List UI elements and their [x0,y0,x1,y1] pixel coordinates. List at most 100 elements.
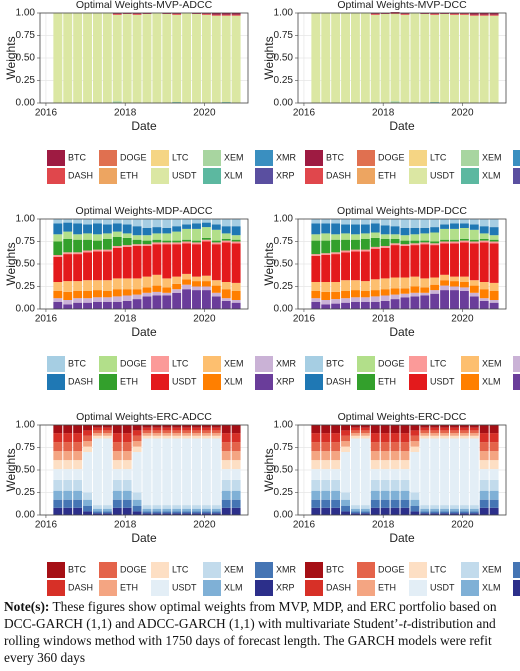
bar-segment [410,276,420,287]
bar-segment [53,507,63,515]
bar-segment [231,479,241,491]
bar-segment [479,479,489,491]
bar-segment [192,511,201,514]
bar-segment [469,15,479,104]
bar-segment [83,499,92,506]
bar-segment [142,513,152,515]
legend-label: XRP [276,170,295,180]
y-tick-label: 0.25 [16,487,36,498]
bar-segment [201,13,211,14]
legend-swatch [461,150,479,166]
bar-segment [152,13,162,103]
y-tick-label: 1.00 [16,8,36,19]
bar-segment [211,296,221,309]
bar-segment [450,13,459,15]
bar-segment [311,301,321,309]
legend-swatch [99,356,117,372]
bar-segment [440,228,450,240]
bar-segment [73,281,83,291]
bar-segment [83,13,92,103]
bar-segment [489,302,499,309]
bar-segment [380,246,390,248]
bar-segment [410,243,420,246]
bar-segment [73,298,83,303]
bar-segment [142,425,152,428]
bar-segment [211,280,221,286]
bar-segment [172,276,182,284]
bar-segment [489,219,499,228]
x-tick-label: 2018 [114,108,137,119]
y-axis-label: Weights [4,242,18,285]
bar-segment [152,233,162,240]
bar-segment [162,513,172,515]
legend-swatch [409,580,427,596]
bar-segment [440,425,450,428]
bar-segment [182,435,192,439]
bar-segment [390,507,400,515]
x-tick-label: 2016 [35,520,58,531]
bar-segment [390,425,400,434]
bar-segment [53,234,63,242]
legend-label: DASH [326,376,351,386]
bar-segment [162,287,172,293]
legend-label: DASH [68,376,93,386]
bar-segment [152,508,162,512]
bar-segment [231,433,241,443]
y-tick-label: 0.75 [274,442,294,453]
y-tick-label: 0.75 [16,30,36,41]
bar-segment [172,242,182,245]
bar-segment [152,513,162,515]
bar-segment [390,245,400,278]
bar-segment [142,287,152,293]
bar-segment [172,427,182,431]
legend-label: BTC [326,564,345,574]
bar-segment [390,442,400,452]
bar-segment [92,240,102,250]
bar-segment [53,298,63,302]
bar-segment [231,243,241,283]
legend-label: USDT [430,376,455,386]
bar-segment [122,425,132,434]
bar-segment [370,507,380,515]
plot-border [297,218,507,310]
bar-segment [400,507,410,515]
bar-segment [430,290,440,294]
bar-segment [430,13,440,14]
bar-segment [440,508,450,512]
bar-segment [132,511,142,515]
bar-segment [231,15,241,104]
bar-segment [102,433,112,436]
bar-segment [221,433,231,443]
y-tick-label: 0.25 [274,75,294,86]
y-tick-label: 0.25 [16,281,36,292]
bar-segment [360,511,370,514]
bar-segment [489,241,499,244]
bar-segment [132,452,142,493]
bar-segment [182,279,192,285]
bar-segment [350,251,360,281]
bar-segment [430,511,440,514]
bar-segment [112,13,122,15]
bar-segment [142,511,152,514]
bar-segment [192,219,201,224]
bar-segment [152,285,162,292]
bar-segment [201,505,211,509]
bar-segment [192,240,201,243]
bar-segment [53,479,63,491]
bar-segment [221,298,231,301]
legend-swatch [99,580,117,596]
bar-segment [341,219,350,225]
y-tick-label: 0.00 [16,510,36,521]
bar-segment [73,254,83,282]
bar-segment [430,13,440,15]
bar-segment [221,460,231,470]
bar-segment [112,433,122,443]
bar-segment [360,427,370,431]
bar-segment [450,427,459,431]
bar-segment [380,433,390,443]
legend-swatch [203,580,221,596]
bar-segment [380,425,390,434]
legend-label: LTC [172,358,189,368]
bar-segment [63,442,73,452]
y-tick-label: 0.00 [274,98,294,109]
